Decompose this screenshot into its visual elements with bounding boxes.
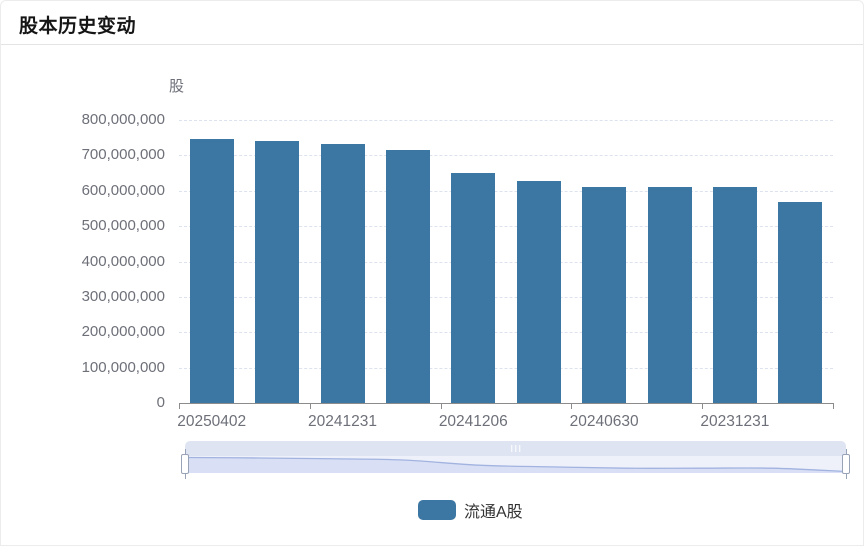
- x-axis-line: [179, 403, 834, 404]
- y-axis-tick-label: 500,000,000: [81, 217, 165, 235]
- datazoom-handle-stem: [845, 474, 847, 479]
- x-axis-tick-label: 20241231: [308, 413, 377, 430]
- y-gridline: [179, 190, 833, 192]
- legend-item[interactable]: 流通A股: [418, 498, 523, 522]
- x-axis-tick: [440, 404, 442, 409]
- bar[interactable]: [712, 186, 757, 403]
- y-axis-tick-label: 700,000,000: [81, 146, 165, 164]
- x-axis-tick: [571, 404, 573, 409]
- datazoom-handle-stem: [845, 449, 847, 454]
- x-axis-tick: [833, 404, 834, 409]
- drag-grip-icon[interactable]: [510, 445, 521, 452]
- title-divider: [1, 44, 863, 45]
- legend-label: 流通A股: [464, 504, 523, 521]
- x-axis-tick: [179, 404, 180, 409]
- x-axis-tick: [702, 404, 704, 409]
- y-axis-tick-label: 100,000,000: [81, 358, 165, 376]
- datazoom-move-handle[interactable]: [185, 441, 846, 456]
- y-axis-tick-label: 200,000,000: [81, 323, 165, 341]
- x-axis-tick-label: 20231231: [700, 413, 770, 430]
- y-axis-tick-label: 400,000,000: [81, 252, 165, 270]
- x-axis-tick: [309, 404, 311, 409]
- x-axis-tick-label: 20240630: [569, 413, 639, 430]
- x-axis-tick-label: 20241206: [438, 413, 508, 430]
- datazoom-data-shadow: [185, 456, 846, 473]
- y-gridline: [179, 226, 833, 228]
- y-axis-unit-label: 股: [169, 78, 185, 95]
- bar[interactable]: [255, 140, 300, 403]
- bar[interactable]: [189, 138, 234, 403]
- y-gridline: [179, 120, 833, 121]
- datazoom-slider[interactable]: [181, 441, 850, 479]
- y-axis-tick-label: 0: [156, 394, 165, 411]
- y-gridline: [179, 261, 833, 263]
- y-gridline: [179, 332, 833, 334]
- bar[interactable]: [778, 201, 823, 403]
- bar[interactable]: [647, 186, 692, 403]
- bar[interactable]: [582, 186, 627, 403]
- datazoom-handle-stem: [184, 474, 186, 479]
- legend-swatch-icon: [418, 500, 456, 520]
- y-gridline: [179, 367, 833, 369]
- page-title: 股本历史变动: [19, 16, 137, 37]
- x-axis-tick-label: 20250402: [177, 413, 247, 430]
- datazoom-left-handle-icon[interactable]: [181, 454, 189, 474]
- bar[interactable]: [451, 173, 496, 403]
- bar[interactable]: [320, 144, 365, 403]
- datazoom-right-handle-icon[interactable]: [842, 454, 850, 474]
- bar[interactable]: [385, 150, 430, 403]
- y-gridline: [179, 296, 833, 298]
- y-axis-tick-label: 800,000,000: [81, 111, 165, 128]
- datazoom-handle-stem: [184, 449, 186, 454]
- bar[interactable]: [516, 180, 561, 403]
- y-gridline: [179, 155, 833, 157]
- y-axis-tick-label: 300,000,000: [81, 287, 165, 305]
- y-axis-tick-label: 600,000,000: [81, 181, 165, 199]
